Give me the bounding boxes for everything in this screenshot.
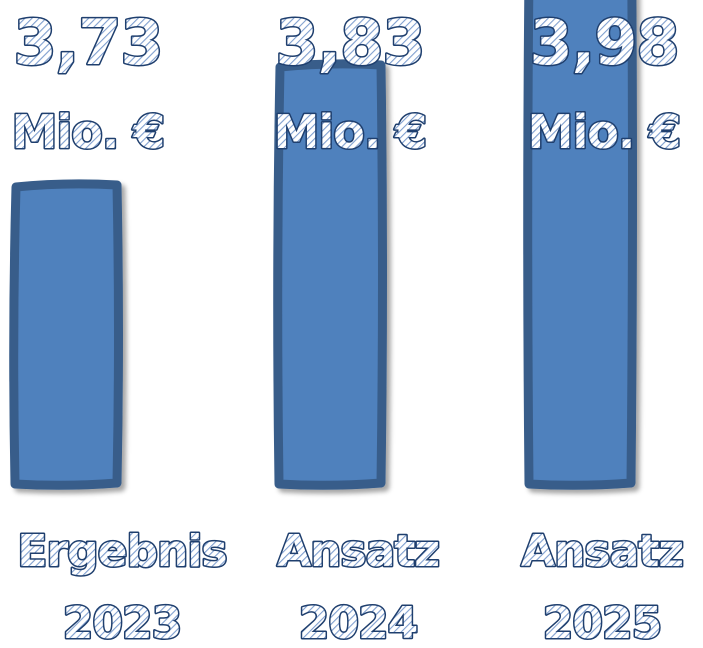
value-label-2: 3,98 <box>530 6 679 79</box>
category-label-0: Ergebnis 2023 <box>17 526 226 648</box>
value-label-0: 3,73 <box>14 6 163 79</box>
category-label-1: Ansatz 2024 <box>277 526 439 648</box>
category-name: Ansatz <box>277 526 439 577</box>
category-name: Ansatz <box>521 526 683 577</box>
value-label-1: 3,83 <box>276 6 425 79</box>
category-label-2: Ansatz 2025 <box>521 526 683 648</box>
labels-group: 3,73 Mio. € Ergebnis 2023 3,83 Mio. € Ansatz 20… <box>10 5 685 648</box>
category-year: 2023 <box>63 598 181 648</box>
bar-2 <box>523 0 637 490</box>
bar-0 <box>9 179 123 490</box>
unit-label-1: Mio. € <box>274 105 427 159</box>
unit-label-0: Mio. € <box>12 105 165 159</box>
bars-group <box>9 0 637 490</box>
category-year: 2025 <box>543 598 661 648</box>
category-name: Ergebnis <box>17 526 226 577</box>
bar-1 <box>273 59 387 490</box>
category-year: 2024 <box>299 598 417 648</box>
unit-label-2: Mio. € <box>528 105 681 159</box>
